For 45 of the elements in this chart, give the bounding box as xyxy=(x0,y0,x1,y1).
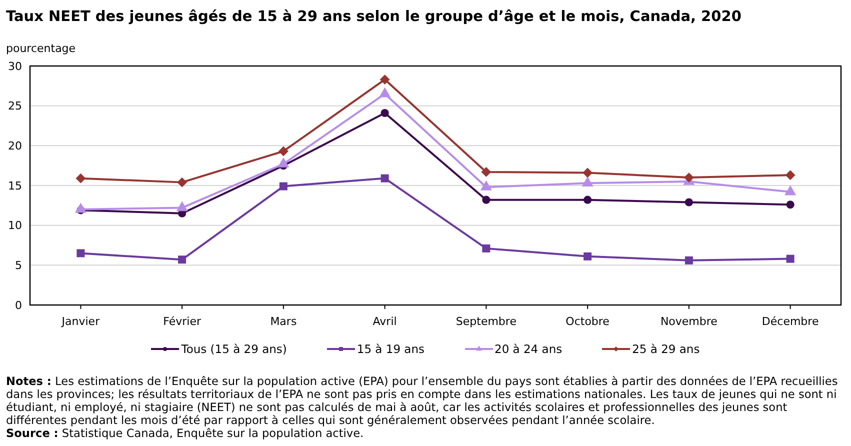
legend-label: 25 à 29 ans xyxy=(632,342,700,356)
point xyxy=(785,170,796,180)
legend-label: 20 à 24 ans xyxy=(494,342,562,356)
point xyxy=(380,74,390,85)
y-tick-label: 10 xyxy=(8,219,22,232)
point xyxy=(584,196,592,204)
point xyxy=(380,174,389,182)
text: Notes : Les estimations de l’Enquête sur la population active (EPA) pour l’ensemble du pays sont établies à partir des données de l’EPA recueillies dans les provinces; les résultats territoriaux de l’EPA ne sont pas pris en compte dans les estimations nationales. Les taux de jeunes qui ne sont ni étudiant, ni employé, ni stagiaire (NEET) ne sont pas calculés de mai à août, car les activités scolaires et professionnelles des jeunes sont différentes pendant les mois d’été par rapport à celles qui sont généralement observées pendant l’année scolaire. xyxy=(6,375,839,427)
point xyxy=(786,200,794,209)
x-tick-label: Novembre xyxy=(660,315,718,328)
point xyxy=(177,177,188,188)
x-tick-label: Janvier xyxy=(60,315,100,328)
point xyxy=(684,172,694,182)
y-tick-label: 20 xyxy=(8,140,22,153)
x-tick-label: Septembre xyxy=(456,315,517,328)
point xyxy=(684,198,693,206)
point xyxy=(482,244,490,252)
point xyxy=(380,108,389,118)
point xyxy=(279,182,288,190)
point xyxy=(176,201,188,212)
x-tick-label: Décembre xyxy=(762,315,819,328)
x-tick-label: Février xyxy=(163,315,202,328)
point xyxy=(278,146,288,156)
x-tick-label: Avril xyxy=(372,315,397,328)
y-tick-label: 5 xyxy=(15,259,22,272)
y-tick-label: 15 xyxy=(8,179,22,192)
point xyxy=(76,173,86,184)
point xyxy=(786,254,794,263)
y-axis-title: pourcentage xyxy=(6,42,76,55)
y-tick-label: 0 xyxy=(15,298,22,312)
legend-label: Tous (15 à 29 ans) xyxy=(181,342,287,356)
point xyxy=(684,256,693,264)
y-tick-label: 30 xyxy=(8,60,22,73)
point xyxy=(584,252,592,260)
x-tick-label: Mars xyxy=(270,315,297,328)
point xyxy=(582,168,593,178)
point xyxy=(482,196,490,204)
chart-title: Taux NEET des jeunes âgés de 15 à 29 ans selon le groupe d’âge et le mois, Canada, 2020 xyxy=(6,9,742,25)
source-note: Source : Statistique Canada, Enquête sur la population active. xyxy=(6,427,365,440)
legend-label: 15 à 19 ans xyxy=(356,342,424,356)
y-tick-label: 25 xyxy=(8,100,22,113)
point xyxy=(481,166,492,177)
point xyxy=(76,249,85,258)
x-tick-label: Octobre xyxy=(566,315,610,328)
point xyxy=(178,256,186,264)
